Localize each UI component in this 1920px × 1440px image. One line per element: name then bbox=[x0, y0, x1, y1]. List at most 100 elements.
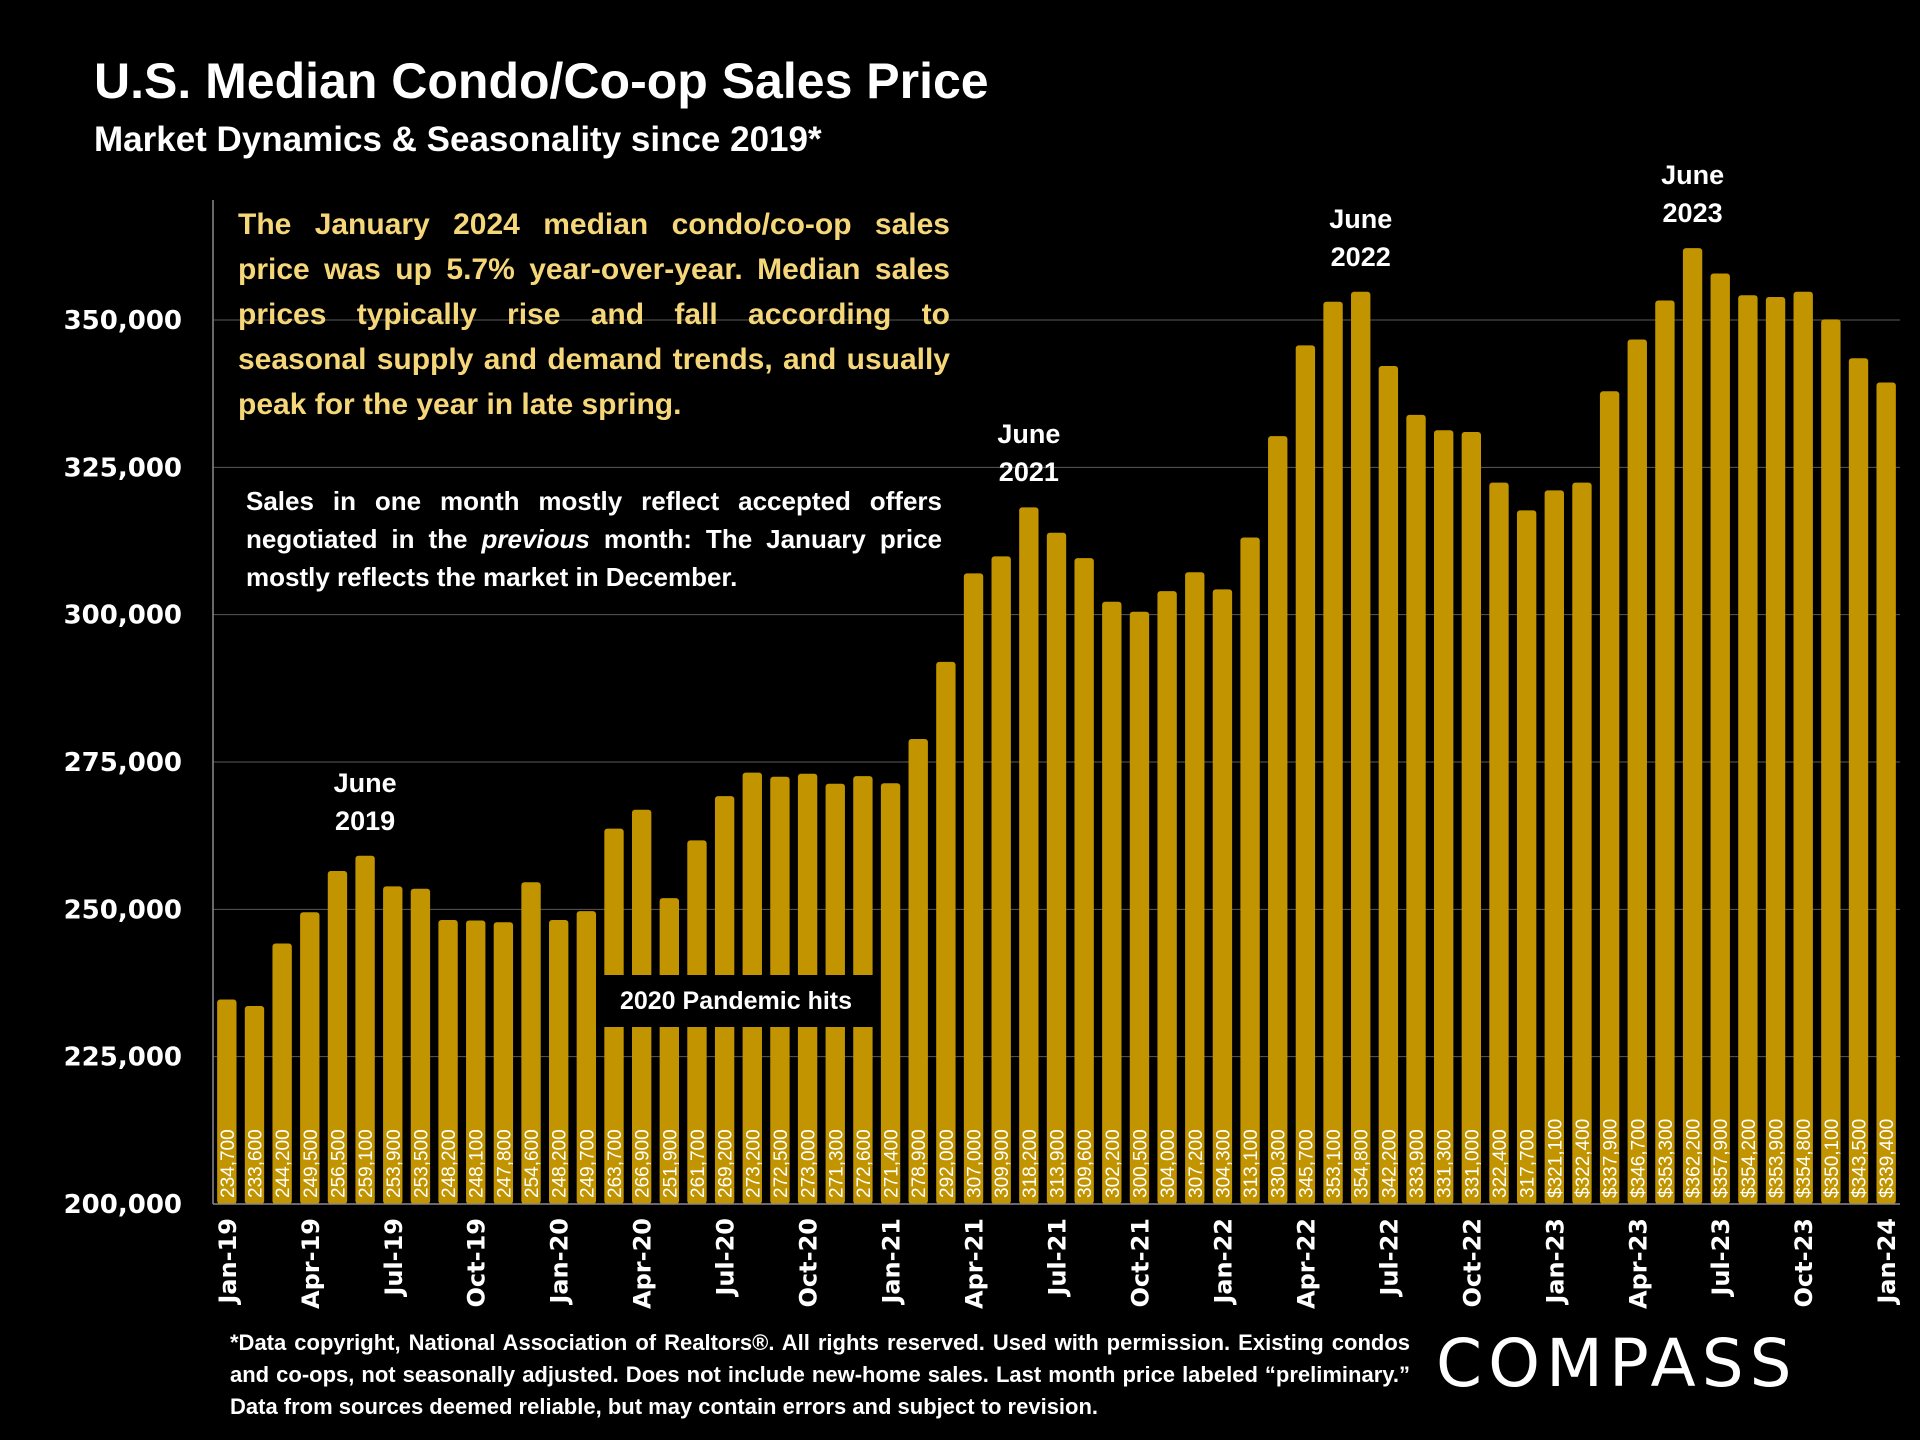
bar bbox=[1102, 601, 1122, 1204]
bar bbox=[438, 919, 458, 1204]
bar bbox=[880, 783, 901, 1204]
y-tick-label: 250,000 bbox=[64, 895, 182, 925]
x-tick-label: Jan-23 bbox=[1541, 1218, 1569, 1306]
bar-value-label: 313,900 bbox=[1048, 1129, 1069, 1198]
x-tick-label: Jul-22 bbox=[1375, 1218, 1403, 1298]
bar-value-label: $339,400 bbox=[1877, 1119, 1898, 1198]
bar bbox=[1074, 558, 1094, 1204]
bar bbox=[1351, 291, 1371, 1204]
bar bbox=[355, 855, 375, 1204]
peak-month: June bbox=[333, 767, 397, 798]
bar bbox=[1157, 591, 1177, 1204]
bar-value-label: 269,200 bbox=[716, 1129, 737, 1198]
bar bbox=[963, 573, 984, 1204]
bar bbox=[1821, 319, 1841, 1205]
bar bbox=[1848, 358, 1869, 1205]
bar bbox=[1876, 382, 1896, 1204]
bar-value-label: 253,500 bbox=[411, 1129, 432, 1198]
bar-value-label: 302,200 bbox=[1103, 1129, 1124, 1198]
x-tick-label: Oct-22 bbox=[1458, 1218, 1486, 1307]
x-tick-label: Jan-21 bbox=[878, 1218, 906, 1306]
bar-value-label: 353,100 bbox=[1324, 1129, 1345, 1198]
bar bbox=[521, 882, 541, 1204]
bar-value-label: 330,300 bbox=[1269, 1129, 1290, 1198]
x-tick-label: Jan-19 bbox=[214, 1218, 242, 1306]
bar-value-label: $346,700 bbox=[1628, 1119, 1649, 1198]
bar-value-label: 256,500 bbox=[328, 1129, 349, 1198]
bar-value-label: 292,000 bbox=[937, 1129, 958, 1198]
bar-value-label: $321,100 bbox=[1545, 1119, 1566, 1198]
bar bbox=[1682, 248, 1703, 1205]
bar-value-label: 331,300 bbox=[1435, 1129, 1456, 1198]
chart-title: U.S. Median Condo/Co-op Sales Price bbox=[94, 53, 989, 109]
peak-annotation-2019: June 2019 bbox=[305, 764, 425, 840]
bar bbox=[1627, 339, 1647, 1204]
bar bbox=[1240, 537, 1260, 1204]
x-tick-label: Oct-19 bbox=[463, 1218, 491, 1307]
x-tick-label: Jan-22 bbox=[1209, 1218, 1237, 1306]
bar-value-label: 233,600 bbox=[245, 1129, 266, 1198]
bar bbox=[1378, 365, 1399, 1204]
bar bbox=[1793, 291, 1813, 1204]
bar-value-label: $343,500 bbox=[1850, 1119, 1871, 1198]
bar bbox=[936, 661, 956, 1204]
methodology-annotation: Sales in one month mostly reflect accept… bbox=[246, 482, 942, 596]
x-tick-label: Apr-20 bbox=[629, 1218, 657, 1309]
bar bbox=[1516, 510, 1537, 1204]
value-labels: 234,700 233,600 244,200 249,500 256,500 259,1… bbox=[218, 1119, 1898, 1198]
bar bbox=[1406, 414, 1426, 1204]
bar bbox=[1268, 436, 1288, 1205]
x-tick-label: Oct-23 bbox=[1790, 1218, 1818, 1307]
x-tick-label: Jul-20 bbox=[712, 1218, 740, 1298]
bar-value-label: 247,800 bbox=[494, 1129, 515, 1198]
bar-value-label: 278,900 bbox=[909, 1129, 930, 1198]
x-tick-label: Jan-24 bbox=[1873, 1218, 1901, 1306]
bar-value-label: 309,900 bbox=[992, 1129, 1013, 1198]
compass-logo: COMPASS bbox=[1436, 1325, 1798, 1402]
bar-value-label: $322,400 bbox=[1573, 1119, 1594, 1198]
chart-subtitle: Market Dynamics & Seasonality since 2019… bbox=[94, 120, 822, 159]
peak-month: June bbox=[1661, 160, 1725, 191]
bar-value-label: $353,300 bbox=[1656, 1119, 1677, 1198]
bar bbox=[244, 1005, 265, 1204]
summary-annotation: The January 2024 median condo/co-op sale… bbox=[238, 208, 950, 421]
bar-value-label: $350,100 bbox=[1822, 1119, 1843, 1198]
bar bbox=[410, 888, 431, 1204]
peak-year: 2019 bbox=[335, 805, 396, 836]
bar bbox=[1185, 572, 1205, 1204]
pandemic-annotation: 2020 Pandemic hits bbox=[596, 975, 876, 1027]
bar bbox=[327, 871, 348, 1204]
bar bbox=[1489, 482, 1509, 1204]
bar bbox=[493, 922, 514, 1204]
bar-value-label: 244,200 bbox=[273, 1129, 294, 1198]
bar-value-label: 307,000 bbox=[965, 1129, 986, 1198]
bar-value-label: 249,700 bbox=[577, 1129, 598, 1198]
bars bbox=[217, 248, 1896, 1205]
y-tick-label: 275,000 bbox=[64, 748, 182, 778]
bar-value-label: 317,700 bbox=[1518, 1129, 1539, 1198]
bar-value-label: 304,300 bbox=[1213, 1129, 1234, 1198]
bar bbox=[1019, 507, 1039, 1205]
bar bbox=[1765, 297, 1786, 1204]
bar-value-label: 309,600 bbox=[1075, 1129, 1096, 1198]
x-tick-label: Apr-19 bbox=[297, 1218, 325, 1309]
bar bbox=[1461, 431, 1482, 1204]
bar-value-label: $357,900 bbox=[1711, 1119, 1732, 1198]
bar-value-label: $354,200 bbox=[1739, 1119, 1760, 1198]
bar bbox=[1738, 295, 1758, 1204]
methodology-text-2: month: The January price mostly reflects… bbox=[246, 524, 942, 592]
x-tick-label: Jul-19 bbox=[380, 1218, 408, 1298]
bar bbox=[1655, 300, 1675, 1204]
y-tick-label: 225,000 bbox=[64, 1043, 182, 1073]
bar bbox=[549, 919, 569, 1204]
bar-value-label: 354,800 bbox=[1352, 1129, 1373, 1198]
peak-annotation-2022: June 2022 bbox=[1301, 200, 1421, 276]
x-tick-label: Jul-21 bbox=[1044, 1218, 1072, 1298]
bar bbox=[466, 920, 486, 1204]
bar-value-label: 345,700 bbox=[1296, 1129, 1317, 1198]
bar bbox=[1544, 490, 1564, 1204]
bar-value-label: 273,000 bbox=[799, 1129, 820, 1198]
x-tick-label: Apr-23 bbox=[1624, 1218, 1652, 1309]
y-tick-label: 325,000 bbox=[64, 453, 182, 483]
